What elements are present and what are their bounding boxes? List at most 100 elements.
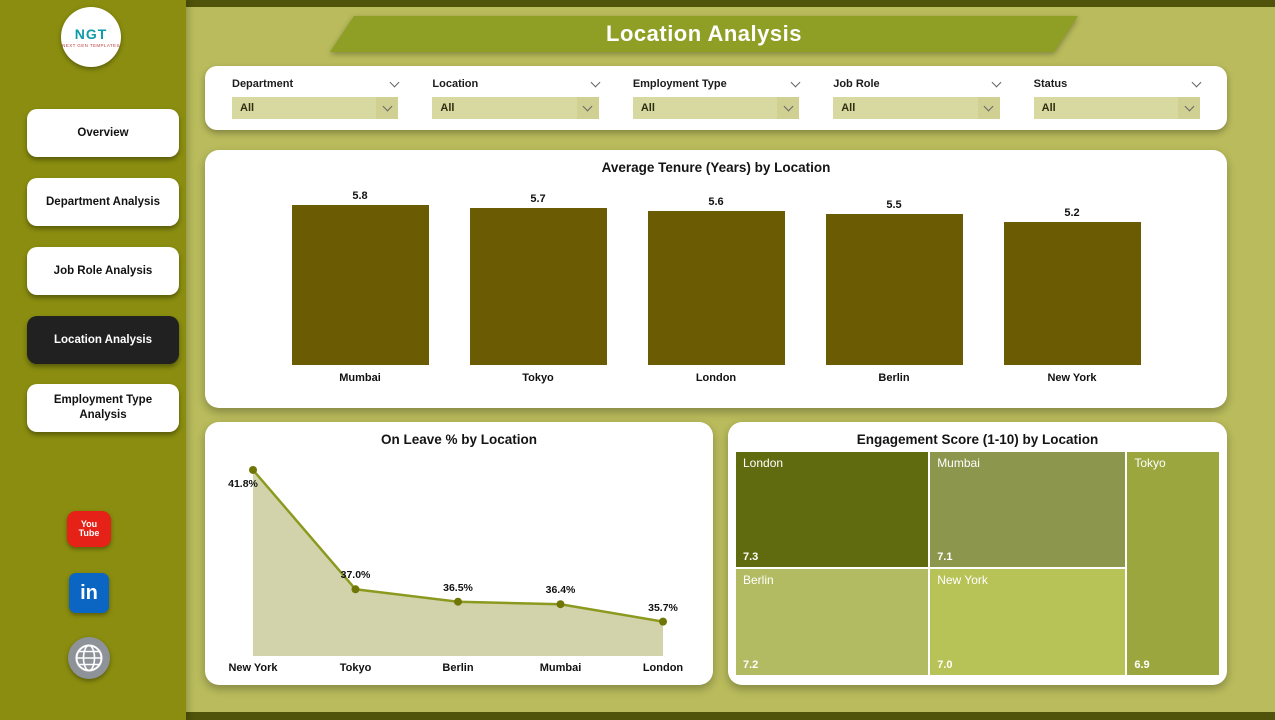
filter-label: Job Role [833,77,880,90]
bar-london[interactable]: 5.6 London [647,196,785,386]
bar-rect[interactable] [291,205,429,365]
filter-value: All [240,101,255,114]
engagement-treemap: London 7.3 Mumbai 7.1 Tokyo 6.9 Berlin 7… [736,452,1219,675]
filter-department-dropdown[interactable]: All [232,96,399,119]
filter-label: Location [432,77,479,90]
nav-label: Job Role Analysis [53,264,153,277]
chevron-down-icon [590,77,601,87]
treemap-tile-mumbai[interactable]: Mumbai 7.1 [930,452,1126,567]
bar-rect[interactable] [469,208,607,365]
sidebar-item-department-analysis[interactable]: Department Analysis [27,178,179,226]
area-fill [253,469,663,656]
data-point-london[interactable] [659,617,667,626]
filter-department: Department All [232,77,400,119]
header-banner-shape: Location Analysis [330,16,1078,52]
filter-employment-type-header[interactable]: Employment Type [632,77,801,90]
tile-value: 6.9 [1134,659,1150,671]
point-value-label: 36.4% [545,584,576,597]
ngt-logo: NGT NEXT GEN TEMPLATES [61,7,121,67]
treemap-tile-tokyo[interactable]: Tokyo 6.9 [1127,452,1219,675]
chevron-down-icon [382,101,393,111]
chevron-down-icon [389,77,400,87]
filter-status-dropdown[interactable]: All [1033,96,1201,119]
filter-label: Status [1033,77,1068,90]
bar-category-label: Mumbai [339,372,381,384]
bar-new-york[interactable]: 5.2 New York [1003,207,1141,386]
filter-location-header[interactable]: Location [432,77,601,90]
chart-title: Engagement Score (1-10) by Location [856,432,1099,447]
tenure-by-location-card: Average Tenure (Years) by Location 5.8 Mu… [205,150,1227,408]
website-globe-icon[interactable] [68,637,110,679]
nav-label: Department Analysis [46,195,160,208]
filter-label: Employment Type [632,77,727,90]
onleave-line-plot: 41.8% New York 37.0% Tokyo 36.5% Berlin 36.4% M… [223,456,693,674]
filter-department-header[interactable]: Department [232,77,400,90]
chevron-down-icon [790,77,801,87]
data-point-new-york[interactable] [249,465,257,474]
youtube-icon[interactable]: You Tube [67,511,111,547]
filter-employment-type-dropdown[interactable]: All [632,96,800,119]
chevron-down-icon [1191,77,1202,87]
point-value-label: 36.5% [443,581,473,594]
bar-rect[interactable] [647,211,785,365]
filter-bar: Department All Location All Employment T… [205,66,1227,130]
sidebar-item-overview[interactable]: Overview [27,109,179,157]
bar-rect[interactable] [825,214,963,365]
dropdown-chevron-box [1178,96,1201,119]
filter-location-dropdown[interactable]: All [432,96,599,119]
filter-value: All [841,101,856,114]
filter-status: Status All [1033,77,1202,119]
sidebar: NGT NEXT GEN TEMPLATES Overview Departme… [0,0,186,720]
dropdown-chevron-box [777,96,800,119]
dropdown-chevron-box [376,96,399,119]
tenure-bar-plot: 5.8 Mumbai 5.7 Tokyo 5.6 London 5.5 Berlin 5.2 Ne… [205,190,1227,386]
nav-label: Employment Type Analysis [53,394,153,421]
sidebar-item-employment-type-analysis[interactable]: Employment Type Analysis [27,384,179,432]
chevron-down-icon [582,101,593,111]
bar-category-label: London [695,372,737,384]
bar-value-label: 5.8 [352,190,368,202]
nav-label: Overview [77,126,129,139]
treemap-tile-new-york[interactable]: New York 7.0 [930,569,1126,675]
treemap-tile-berlin[interactable]: Berlin 7.2 [736,569,929,675]
data-point-berlin[interactable] [454,597,462,606]
tile-value: 7.0 [937,659,953,671]
bar-rect[interactable] [1003,222,1141,365]
line-category-label: Tokyo [339,662,372,674]
point-value-label: 37.0% [340,569,371,582]
bar-value-label: 5.7 [530,193,546,205]
chevron-down-icon [1184,101,1194,111]
sidebar-item-job-role-analysis[interactable]: Job Role Analysis [27,247,179,295]
sidebar-item-location-analysis[interactable]: Location Analysis [27,316,179,364]
bar-category-label: New York [1047,372,1097,384]
filter-status-header[interactable]: Status [1033,77,1202,90]
tile-value: 7.2 [743,659,759,671]
treemap-tile-london[interactable]: London 7.3 [736,452,929,567]
line-category-label: Berlin [442,662,474,674]
data-point-mumbai[interactable] [556,600,565,609]
bar-value-label: 5.2 [1064,207,1080,219]
bar-tokyo[interactable]: 5.7 Tokyo [469,193,607,386]
filter-value: All [1041,101,1056,114]
tile-label: Mumbai [937,456,980,470]
dropdown-chevron-box [977,96,1000,119]
point-value-label: 35.7% [648,601,678,614]
bar-value-label: 5.5 [886,199,902,211]
data-point-tokyo[interactable] [351,585,360,594]
youtube-icon-text: You [80,518,98,529]
filter-job-role-dropdown[interactable]: All [833,96,1000,119]
chevron-down-icon [783,101,794,111]
filter-value: All [440,101,455,114]
line-category-label: Mumbai [539,662,582,674]
logo-subtext: NEXT GEN TEMPLATES [62,42,120,48]
bar-berlin[interactable]: 5.5 Berlin [825,199,963,386]
line-category-label: London [642,662,684,674]
filter-job-role-header[interactable]: Job Role [833,77,1002,90]
globe-graphic [75,644,103,672]
engagement-by-location-card: Engagement Score (1-10) by Location Lond… [728,422,1227,685]
linkedin-icon[interactable]: in [69,573,109,613]
bar-mumbai[interactable]: 5.8 Mumbai [291,190,429,386]
bar-category-label: Tokyo [522,372,554,384]
top-frame-strip [186,0,1275,7]
